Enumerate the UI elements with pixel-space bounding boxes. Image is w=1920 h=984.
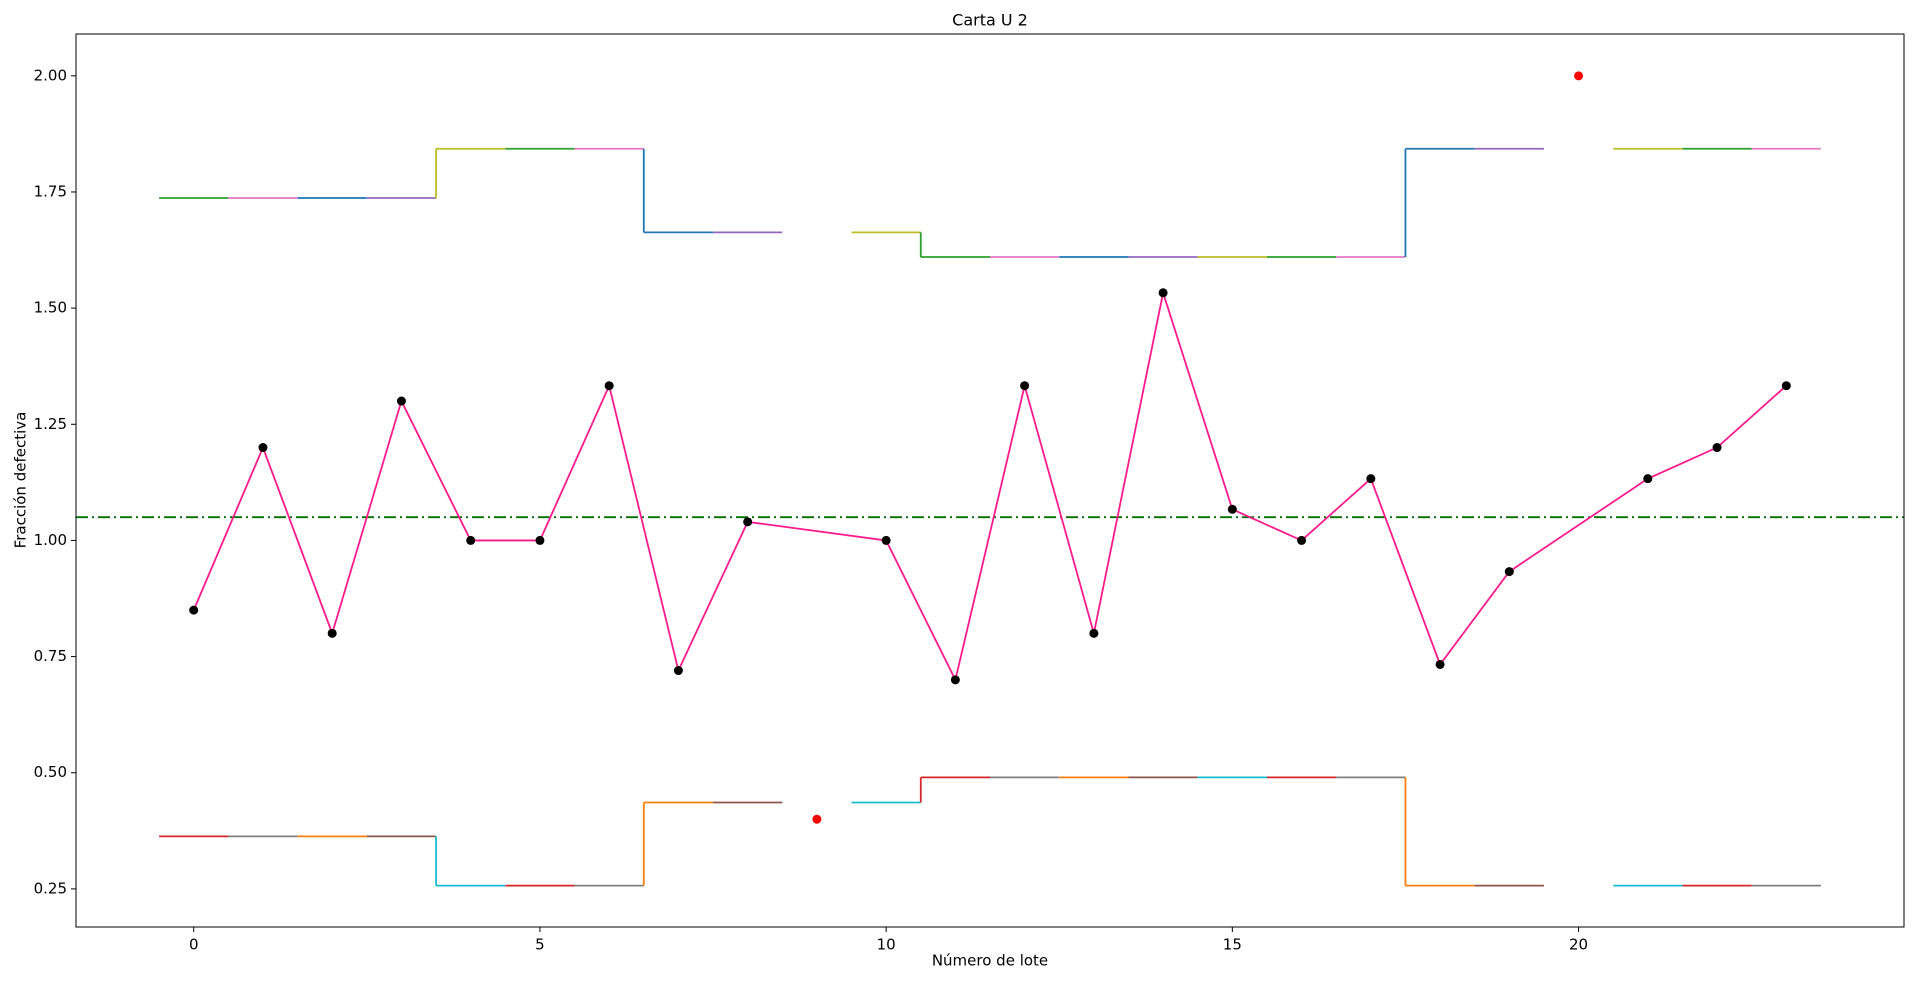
data-point [1297,535,1307,545]
y-tick-label: 0.50 [34,763,67,781]
out-of-control-point [812,814,822,824]
y-axis-label: Fracción defectiva [12,412,30,549]
data-line [192,289,1787,683]
data-point [327,628,337,638]
chart-title: Carta U 2 [952,11,1028,30]
y-tick-label: 0.75 [34,647,67,665]
data-point [258,443,268,453]
data-point [1020,381,1030,391]
data-point [673,666,683,676]
data-point [1227,504,1237,514]
y-tick-label: 1.75 [34,182,67,200]
data-point [1435,659,1445,669]
data-point [1089,628,1099,638]
out-of-control-point [1574,71,1584,81]
data-point [535,535,545,545]
y-tick-label: 1.25 [34,415,67,433]
data-point [1158,288,1168,298]
x-tick-label: 5 [535,936,545,954]
data-point [881,535,891,545]
data-point [743,517,753,527]
x-axis-label: Número de lote [932,952,1048,970]
data-point [604,381,614,391]
data-point [1504,567,1514,577]
data-point [1366,474,1376,484]
plot-frame [75,33,1905,928]
y-tick-label: 1.50 [34,299,67,317]
x-tick-label: 0 [189,936,199,954]
y-tick-label: 1.00 [34,531,67,549]
data-point [1781,381,1791,391]
data-point [1643,474,1653,484]
data-point [950,675,960,685]
data-point [396,396,406,406]
x-tick-label: 20 [1569,936,1588,954]
data-point [1712,443,1722,453]
x-tick-label: 15 [1223,936,1242,954]
y-tick-label: 0.25 [34,879,67,897]
x-tick-label: 10 [877,936,896,954]
y-tick-label: 2.00 [34,66,67,84]
data-point [466,535,476,545]
data-point [189,605,199,615]
